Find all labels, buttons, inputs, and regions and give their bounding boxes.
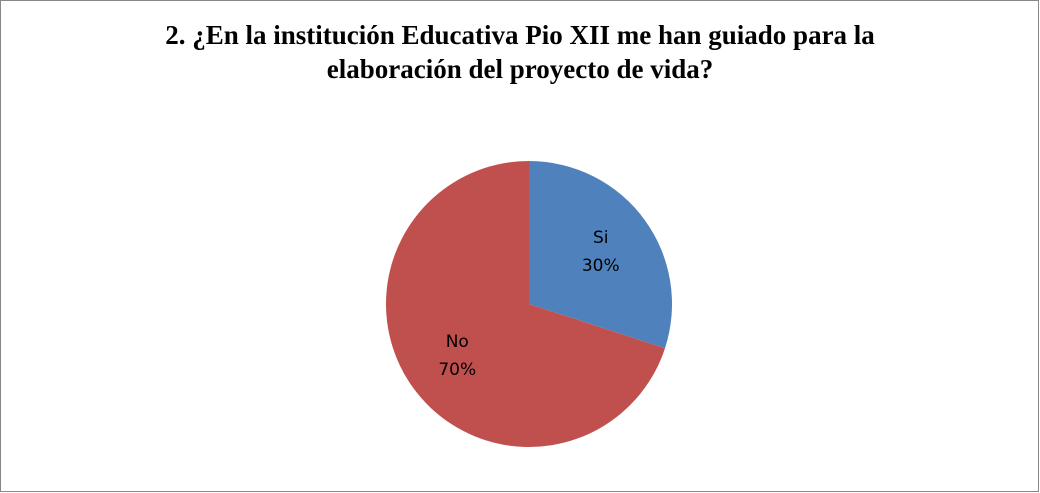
slice-category-label: No [446,332,469,352]
slice-category-label: Si [593,228,609,248]
slice-value-label: 30% [582,256,620,276]
pie-slice [386,161,666,448]
chart-title: 2. ¿En la institución Educativa Pio XII … [165,20,875,84]
pie-slice [529,161,672,349]
slice-value-label: 70% [438,360,476,380]
